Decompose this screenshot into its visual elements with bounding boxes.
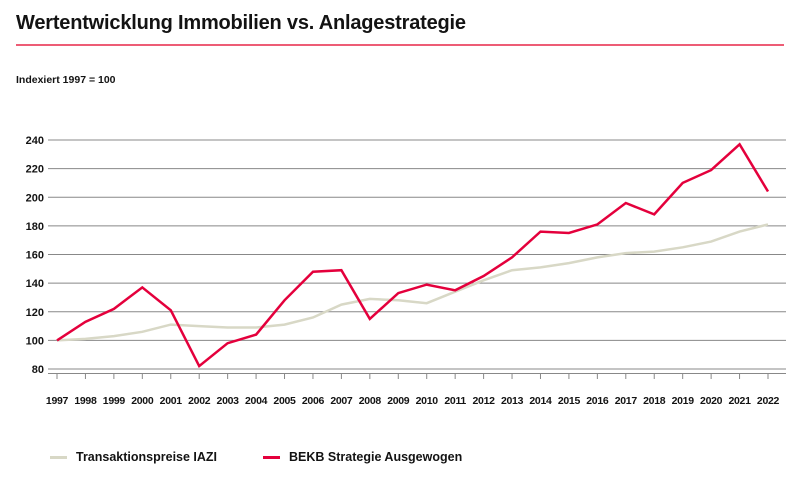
y-tick-label: 180: [26, 221, 44, 233]
x-tick-label: 2018: [643, 395, 666, 407]
page-title: Wertentwicklung Immobilien vs. Anlagestr…: [16, 12, 466, 34]
title-divider: [16, 44, 784, 46]
y-tick-label: 100: [26, 335, 44, 347]
x-tick-label: 2010: [416, 395, 439, 407]
y-tick-label: 220: [26, 164, 44, 176]
x-tick-label: 2020: [700, 395, 723, 407]
legend-item-bekb: BEKB Strategie Ausgewogen: [263, 450, 462, 464]
legend-item-iazi: Transaktionspreise IAZI: [50, 450, 217, 464]
x-tick-label: 2021: [728, 395, 751, 407]
y-tick-label: 120: [26, 307, 44, 319]
x-tick-label: 2017: [615, 395, 638, 407]
y-tick-label: 200: [26, 192, 44, 204]
x-tick-label: 2006: [302, 395, 325, 407]
y-tick-label: 80: [32, 364, 44, 376]
x-tick-label: 2005: [273, 395, 296, 407]
x-tick-label: 2015: [558, 395, 581, 407]
legend-label-bekb: BEKB Strategie Ausgewogen: [289, 450, 463, 464]
x-tick-label: 2009: [387, 395, 410, 407]
x-tick-label: 2007: [330, 395, 353, 407]
y-tick-label: 160: [26, 250, 44, 262]
x-tick-label: 1998: [74, 395, 97, 407]
x-tick-label: 2001: [160, 395, 183, 407]
x-tick-label: 2008: [359, 395, 382, 407]
legend: Transaktionspreise IAZI BEKB Strategie A…: [50, 447, 462, 467]
x-tick-label: 2014: [529, 395, 552, 407]
x-tick-label: 2011: [444, 395, 466, 407]
y-tick-label: 240: [26, 135, 44, 147]
series-line-bekb: [56, 142, 770, 369]
series-line-iazi: [56, 223, 769, 342]
legend-swatch-bekb: [263, 455, 281, 459]
index-note: Indexiert 1997 = 100: [16, 74, 116, 86]
x-tick-label: 2016: [586, 395, 609, 407]
legend-label-iazi: Transaktionspreise IAZI: [76, 450, 218, 464]
x-tick-label: 1999: [103, 395, 126, 407]
x-tick-label: 2002: [188, 395, 211, 407]
x-tick-label: 2000: [131, 395, 154, 407]
x-tick-label: 2003: [217, 395, 240, 407]
x-tick-label: 2019: [672, 395, 695, 407]
legend-swatch-iazi: [50, 455, 67, 459]
x-tick-label: 1997: [46, 395, 69, 407]
x-tick-label: 2022: [757, 395, 780, 407]
x-tick-label: 2013: [501, 395, 524, 407]
y-tick-label: 140: [26, 278, 44, 290]
x-tick-label: 2012: [473, 395, 496, 407]
x-tick-label: 2004: [245, 395, 268, 407]
